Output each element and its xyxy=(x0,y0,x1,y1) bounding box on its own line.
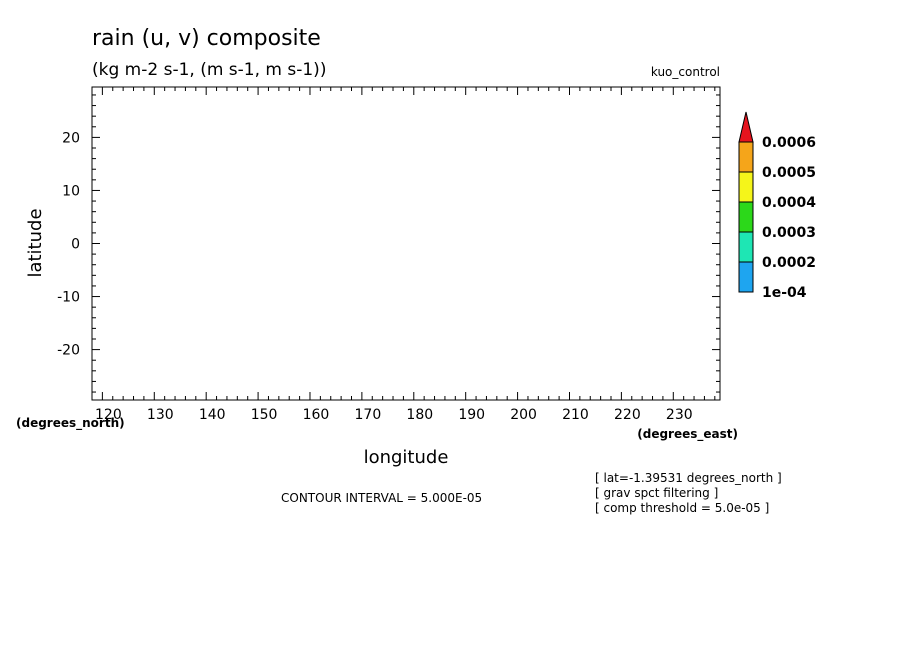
x-tick-label: 210 xyxy=(562,407,589,423)
colorbar-segment xyxy=(738,171,754,203)
colorbar-level-label: 0.0004 xyxy=(762,195,816,211)
x-tick-label: 160 xyxy=(303,407,330,423)
x-axis-title: longitude xyxy=(364,447,449,468)
info-line: [ comp threshold = 5.0e-05 ] xyxy=(595,501,769,515)
y-axis-title: latitude xyxy=(25,208,46,277)
colorbar-extend-triangle xyxy=(738,111,754,143)
colorbar-segment xyxy=(738,261,754,293)
info-line: [ lat=-1.39531 degrees_north ] xyxy=(595,471,782,485)
axis-ticks xyxy=(91,87,720,400)
plot-area-frame xyxy=(91,86,721,401)
x-tick-label: 130 xyxy=(147,407,174,423)
y-tick-label: -10 xyxy=(57,290,80,306)
info-annotations: [ lat=-1.39531 degrees_north ][ grav spc… xyxy=(595,471,782,515)
info-line: [ grav spct filtering ] xyxy=(595,486,718,500)
x-tick-label: 120 xyxy=(95,407,122,423)
colorbar-level-label: 1e-04 xyxy=(762,285,807,301)
y-axis-tick-labels: 20 10 0 -10 -20 xyxy=(57,130,80,358)
contour-interval-label: CONTOUR INTERVAL = 5.000E-05 xyxy=(281,491,482,505)
x-tick-label: 220 xyxy=(614,407,641,423)
x-tick-label: 180 xyxy=(406,407,433,423)
x-axis-tick-labels: 120 130 140 150 160 170 180 190 200 210 220 230 xyxy=(95,407,693,423)
colorbar-level-label: 0.0006 xyxy=(762,135,816,151)
y-tick-label: 20 xyxy=(62,130,80,146)
x-tick-label: 140 xyxy=(199,407,226,423)
x-tick-label: 150 xyxy=(251,407,278,423)
colorbar-level-label: 0.0002 xyxy=(762,255,816,271)
y-axis-units: (degrees_north) xyxy=(16,416,125,431)
colorbar-segment xyxy=(738,141,754,173)
y-tick-label: -20 xyxy=(57,343,80,359)
x-tick-label: 170 xyxy=(355,407,382,423)
x-tick-label: 230 xyxy=(666,407,693,423)
y-tick-label: 10 xyxy=(62,183,80,199)
x-axis-units: (degrees_east) xyxy=(637,427,738,442)
chart-subtitle: (kg m-2 s-1, (m s-1, m s-1)) xyxy=(92,60,326,80)
x-tick-label: 200 xyxy=(510,407,537,423)
colorbar: 1e-04 0.0002 0.0003 0.0004 0.0005 0.0006 xyxy=(738,111,816,301)
x-tick-label: 190 xyxy=(458,407,485,423)
colorbar-level-label: 0.0005 xyxy=(762,165,816,181)
y-tick-label: 0 xyxy=(71,237,80,253)
run-label: kuo_control xyxy=(651,65,720,79)
chart-title: rain (u, v) composite xyxy=(92,26,321,51)
colorbar-level-label: 0.0003 xyxy=(762,225,816,241)
colorbar-segment xyxy=(738,201,754,233)
colorbar-segment xyxy=(738,231,754,263)
